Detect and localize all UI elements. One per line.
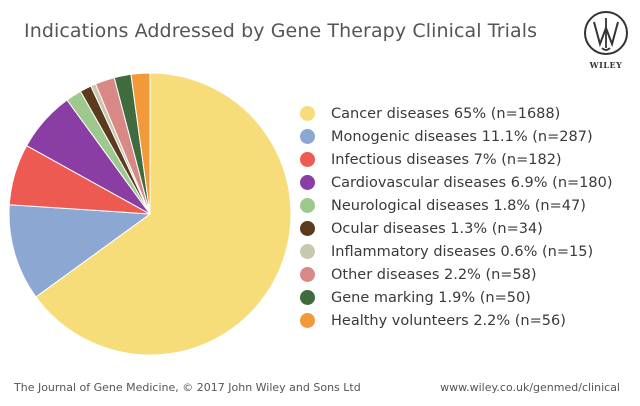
legend-label-6: Inflammatory diseases 0.6% (n=15): [331, 243, 594, 260]
legend-item-4: Neurological diseases 1.8% (n=47): [300, 194, 613, 217]
legend-label-1: Monogenic diseases 11.1% (n=287): [331, 128, 593, 145]
legend-swatch-7: [300, 267, 315, 282]
chart-title: Indications Addressed by Gene Therapy Cl…: [24, 20, 538, 42]
legend-swatch-3: [300, 175, 315, 190]
legend-swatch-9: [300, 313, 315, 328]
legend-item-7: Other diseases 2.2% (n=58): [300, 263, 613, 286]
legend-label-7: Other diseases 2.2% (n=58): [331, 266, 537, 283]
chart-legend: Cancer diseases 65% (n=1688) Monogenic di…: [300, 102, 613, 332]
pie-slice-1: [8, 204, 152, 298]
legend-label-4: Neurological diseases 1.8% (n=47): [331, 197, 586, 214]
wiley-logo: WILEY: [581, 8, 631, 88]
legend-label-2: Infectious diseases 7% (n=182): [331, 151, 562, 168]
footer-url[interactable]: www.wiley.co.uk/genmed/clinical: [440, 381, 620, 394]
footer-credit: The Journal of Gene Medicine, © 2017 Joh…: [14, 381, 361, 394]
legend-swatch-4: [300, 198, 315, 213]
legend-item-8: Gene marking 1.9% (n=50): [300, 286, 613, 309]
pie-slice-0: [35, 72, 292, 356]
legend-item-2: Infectious diseases 7% (n=182): [300, 148, 613, 171]
legend-swatch-2: [300, 152, 315, 167]
legend-item-3: Cardiovascular diseases 6.9% (n=180): [300, 171, 613, 194]
legend-swatch-1: [300, 129, 315, 144]
wiley-wordmark: WILEY: [589, 60, 623, 70]
legend-label-8: Gene marking 1.9% (n=50): [331, 289, 531, 306]
legend-swatch-0: [300, 106, 315, 121]
legend-item-0: Cancer diseases 65% (n=1688): [300, 102, 613, 125]
legend-label-5: Ocular diseases 1.3% (n=34): [331, 220, 543, 237]
legend-label-9: Healthy volunteers 2.2% (n=56): [331, 312, 566, 329]
legend-label-0: Cancer diseases 65% (n=1688): [331, 105, 561, 122]
legend-label-3: Cardiovascular diseases 6.9% (n=180): [331, 174, 613, 191]
legend-swatch-6: [300, 244, 315, 259]
legend-swatch-5: [300, 221, 315, 236]
wiley-seal-icon: [584, 11, 628, 55]
legend-item-6: Inflammatory diseases 0.6% (n=15): [300, 240, 613, 263]
legend-item-9: Healthy volunteers 2.2% (n=56): [300, 309, 613, 332]
legend-swatch-8: [300, 290, 315, 305]
pie-slice-9: [130, 72, 151, 215]
legend-item-5: Ocular diseases 1.3% (n=34): [300, 217, 613, 240]
legend-item-1: Monogenic diseases 11.1% (n=287): [300, 125, 613, 148]
